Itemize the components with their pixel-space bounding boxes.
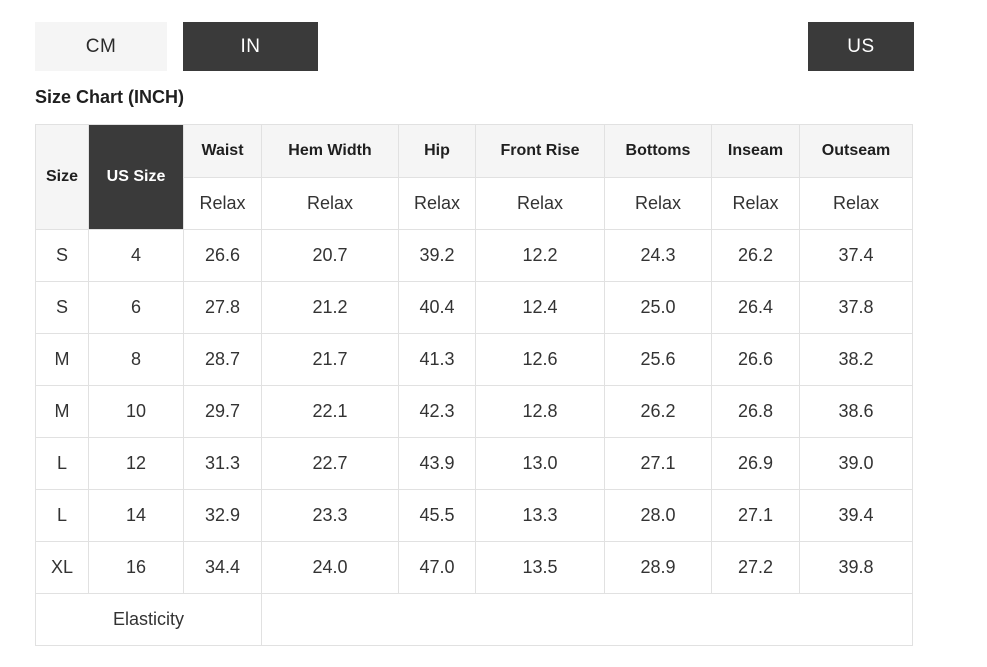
unit-toggle-in-button[interactable]: IN — [183, 22, 318, 71]
measurement-cell: 39.2 — [398, 229, 476, 282]
measurement-cell: 38.2 — [799, 333, 913, 386]
elasticity-label-cell: Elasticity — [35, 593, 262, 646]
measurement-cell: 13.0 — [475, 437, 605, 490]
measurement-cell: 47.0 — [398, 541, 476, 594]
measurement-cell: 38.6 — [799, 385, 913, 438]
measurement-cell: 26.6 — [711, 333, 800, 386]
column-header-us-size: US Size — [88, 124, 184, 230]
measurement-cell: 27.8 — [183, 281, 262, 334]
column-header-outseam: Outseam — [799, 124, 913, 178]
measurement-cell: 12.4 — [475, 281, 605, 334]
measurement-cell: 45.5 — [398, 489, 476, 542]
measurement-cell: 39.8 — [799, 541, 913, 594]
column-header-waist: Waist — [183, 124, 262, 178]
table-row: L 14 32.9 23.3 45.5 13.3 28.0 27.1 39.4 — [35, 489, 913, 542]
measurement-cell: 26.8 — [711, 385, 800, 438]
measurement-cell: 26.2 — [711, 229, 800, 282]
column-header-hip: Hip — [398, 124, 476, 178]
measurement-cell: 40.4 — [398, 281, 476, 334]
measurement-cell: 39.0 — [799, 437, 913, 490]
measurement-cell: 25.6 — [604, 333, 712, 386]
measurement-cell: 12.6 — [475, 333, 605, 386]
measurement-cell: 27.1 — [711, 489, 800, 542]
measurement-cell: 34.4 — [183, 541, 262, 594]
size-chart-title: Size Chart (INCH) — [35, 87, 185, 107]
measurement-cell: 27.2 — [711, 541, 800, 594]
measurement-cell: 26.2 — [604, 385, 712, 438]
unit-toggle-cm-button[interactable]: CM — [35, 22, 167, 71]
measurement-cell: 21.2 — [261, 281, 399, 334]
us-size-cell: 6 — [88, 281, 184, 334]
column-header-hem-width: Hem Width — [261, 124, 399, 178]
us-size-cell: 16 — [88, 541, 184, 594]
fit-cell: Relax — [261, 177, 399, 230]
measurement-cell: 12.8 — [475, 385, 605, 438]
us-size-cell: 14 — [88, 489, 184, 542]
measurement-cell: 21.7 — [261, 333, 399, 386]
measurement-cell: 29.7 — [183, 385, 262, 438]
measurement-cell: 22.1 — [261, 385, 399, 438]
measurement-cell: 32.9 — [183, 489, 262, 542]
measurement-cell: 43.9 — [398, 437, 476, 490]
table-row: M 10 29.7 22.1 42.3 12.8 26.2 26.8 38.6 — [35, 385, 913, 438]
fit-cell: Relax — [799, 177, 913, 230]
size-cell: M — [35, 385, 89, 438]
measurement-cell: 24.0 — [261, 541, 399, 594]
table-row: XL 16 34.4 24.0 47.0 13.5 28.9 27.2 39.8 — [35, 541, 913, 594]
us-size-cell: 4 — [88, 229, 184, 282]
measurement-cell: 28.0 — [604, 489, 712, 542]
fit-cell: Relax — [183, 177, 262, 230]
measurement-cell: 27.1 — [604, 437, 712, 490]
measurement-cell: 20.7 — [261, 229, 399, 282]
measurement-cell: 26.4 — [711, 281, 800, 334]
us-size-cell: 12 — [88, 437, 184, 490]
us-size-cell: 10 — [88, 385, 184, 438]
measurement-cell: 41.3 — [398, 333, 476, 386]
size-cell: S — [35, 281, 89, 334]
size-cell: M — [35, 333, 89, 386]
locale-toggle-us-button[interactable]: US — [808, 22, 914, 71]
fit-cell: Relax — [398, 177, 476, 230]
measurement-cell: 13.5 — [475, 541, 605, 594]
column-header-size: Size — [35, 124, 89, 230]
size-cell: L — [35, 437, 89, 490]
column-header-bottoms: Bottoms — [604, 124, 712, 178]
measurement-cell: 13.3 — [475, 489, 605, 542]
fit-cell: Relax — [475, 177, 605, 230]
measurement-cell: 39.4 — [799, 489, 913, 542]
table-row: L 12 31.3 22.7 43.9 13.0 27.1 26.9 39.0 — [35, 437, 913, 490]
measurement-cell: 37.8 — [799, 281, 913, 334]
column-header-front-rise: Front Rise — [475, 124, 605, 178]
measurement-cell: 25.0 — [604, 281, 712, 334]
measurement-cell: 22.7 — [261, 437, 399, 490]
us-size-cell: 8 — [88, 333, 184, 386]
fit-cell: Relax — [604, 177, 712, 230]
measurement-cell: 24.3 — [604, 229, 712, 282]
measurement-cell: 26.9 — [711, 437, 800, 490]
measurement-cell: 42.3 — [398, 385, 476, 438]
elasticity-empty-cell — [261, 593, 913, 646]
measurement-cell: 12.2 — [475, 229, 605, 282]
size-cell: L — [35, 489, 89, 542]
size-cell: S — [35, 229, 89, 282]
measurement-cell: 28.7 — [183, 333, 262, 386]
column-header-inseam: Inseam — [711, 124, 800, 178]
table-row: S 4 26.6 20.7 39.2 12.2 24.3 26.2 37.4 — [35, 229, 913, 282]
measurement-cell: 23.3 — [261, 489, 399, 542]
measurement-cell: 31.3 — [183, 437, 262, 490]
table-row: S 6 27.8 21.2 40.4 12.4 25.0 26.4 37.8 — [35, 281, 913, 334]
table-row: M 8 28.7 21.7 41.3 12.6 25.6 26.6 38.2 — [35, 333, 913, 386]
measurement-cell: 26.6 — [183, 229, 262, 282]
fit-cell: Relax — [711, 177, 800, 230]
size-chart-table: Size US Size Waist Hem Width Hip Front Rise… — [35, 124, 913, 646]
size-cell: XL — [35, 541, 89, 594]
measurement-cell: 28.9 — [604, 541, 712, 594]
measurement-cell: 37.4 — [799, 229, 913, 282]
